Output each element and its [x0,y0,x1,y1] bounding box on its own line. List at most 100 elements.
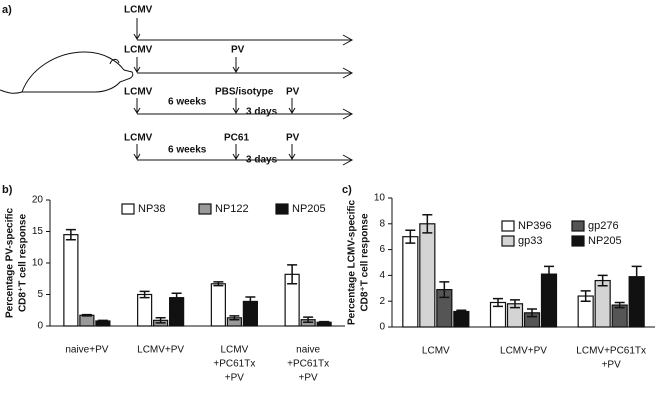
x-tick-label: +PV [602,360,622,371]
y-tick-label: 4 [379,270,385,281]
arrow-head [342,154,354,166]
error-bar [456,309,467,314]
row-label: PV [286,87,300,98]
y-tick-label: 15 [32,226,44,237]
x-tick-label: +PV [299,373,319,384]
error-bar [544,265,554,283]
mouse-ear [109,58,120,65]
error-bar [405,229,416,244]
bar [453,310,470,328]
error-bar [171,292,182,303]
error-bar [245,296,256,307]
panel-label: a) [2,4,12,16]
x-tick-label: LCMV+PV [137,345,184,356]
error-bar [439,281,450,299]
panel-label: b) [2,184,13,196]
legend-label: NP38 [138,203,166,215]
row-label: LCMV [124,87,153,98]
y-tick-label: 8 [379,218,385,229]
bar [402,236,419,328]
legend-label: NP205 [292,203,326,215]
x-tick-label: naive+PV [65,345,108,356]
legend-label: gp33 [518,235,542,247]
error-bar [303,316,314,323]
x-tick-label: LCMV [220,345,248,356]
bar [210,283,226,327]
error-bar [614,301,625,309]
row-label: LCMV [124,133,153,144]
x-tick-label: LCMV+PV [500,346,547,357]
arrow-head [133,107,296,114]
legend-swatch [121,203,135,215]
row-label: 6 weeks [168,145,207,156]
x-tick-label: +PC61Tx [287,359,329,370]
row-label: PC61 [224,133,249,144]
x-tick-label: +PV [225,373,245,384]
error-bar [139,290,150,299]
legend-swatch [275,203,289,215]
x-tick-label: LCMV [422,346,450,357]
legend-label: NP122 [215,203,249,215]
row-label: LCMV [124,5,153,16]
legend-swatch [198,203,212,215]
y-axis-label: Percentage LCMV-specific [347,200,358,325]
legend-label: NP205 [588,235,622,247]
error-bar [287,264,298,285]
y-axis-label: CD8⁺T cell response [360,213,371,312]
bar [594,279,611,328]
legend-swatch [501,235,515,247]
error-bar [213,281,224,287]
legend-label: NP396 [518,220,552,232]
legend-label: gp276 [588,220,619,232]
bar [137,293,153,327]
legend-swatch [571,235,585,247]
y-tick-label: 20 [32,195,44,206]
bar [79,314,95,327]
panel-label: c) [342,184,352,196]
y-axis-label: Percentage PV-specific [5,208,16,318]
x-tick-label: +PC61Tx [213,359,255,370]
error-bar [597,274,608,287]
error-bar [493,297,503,308]
y-tick-label: 6 [379,244,385,255]
error-bar [319,320,330,324]
row-label: PV [231,45,245,56]
row-label: LCMV [124,45,153,56]
y-tick-label: 5 [37,289,43,300]
error-bar [527,308,537,318]
error-bar [510,299,520,309]
mouse [21,51,134,93]
y-axis-label: CD8⁺T cell response [18,214,29,313]
bar [63,234,79,327]
y-tick-label: 0 [379,322,385,333]
protocol-diagram: a) LCMV LCMV PV LCMV 6 weeks PBS/isotype… [0,4,354,166]
arrow-head [342,34,354,46]
arrow-head [133,66,240,73]
legend-swatch [501,220,515,232]
legend-swatch [571,220,585,232]
bar [419,223,436,328]
row-label: PV [286,133,300,144]
error-bar [631,265,642,288]
mouse-tail [0,89,23,94]
y-tick-label: 2 [379,296,385,307]
x-tick-label: naive [296,345,320,356]
error-bar [155,317,166,324]
error-bar [229,315,240,321]
error-bar [65,228,76,241]
arrow-head [133,33,141,40]
row-label: 3 days [246,107,278,118]
error-bar [81,313,92,317]
row-label: PBS/isotype [215,87,274,98]
error-bar [580,290,591,302]
error-bar [97,319,108,323]
error-bar [422,214,433,234]
y-tick-label: 10 [32,258,44,269]
arrow-head [342,67,354,79]
arrow-head [342,108,354,120]
y-tick-label: 10 [374,193,386,204]
y-tick-label: 0 [37,321,43,332]
x-tick-label: LCMV+PC61Tx [576,346,646,357]
